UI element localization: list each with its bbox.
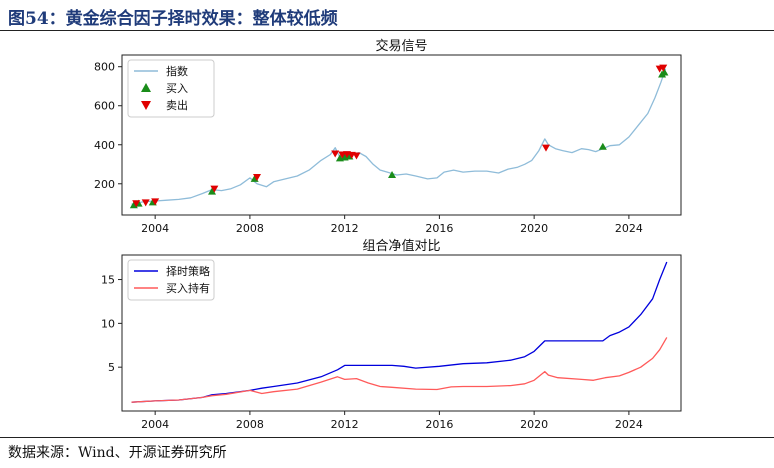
plot-frame — [121, 254, 682, 412]
series-line — [131, 68, 667, 205]
sell-signal-marker — [331, 150, 340, 158]
y-tick-label: 5 — [108, 361, 115, 374]
x-tick-label: 2024 — [615, 222, 643, 235]
legend-sell-swatch — [141, 101, 151, 110]
sell-signal-marker — [253, 173, 262, 181]
y-tick-label: 200 — [94, 178, 115, 191]
buy-signal-marker — [598, 142, 607, 150]
x-tick-label: 2020 — [520, 222, 548, 235]
sell-signal-marker — [541, 144, 550, 152]
x-tick-label: 2004 — [141, 418, 169, 431]
buy-signal-marker — [208, 187, 217, 195]
y-tick-label: 600 — [94, 100, 115, 113]
legend-label: 买入 — [166, 82, 188, 95]
sell-signal-marker — [659, 64, 668, 72]
y-tick-label: 800 — [94, 61, 115, 74]
legend-label: 择时策略 — [166, 264, 210, 278]
plot-frame — [121, 54, 682, 216]
x-tick-label: 2008 — [236, 418, 264, 431]
chart-nav-comparison: 组合净值对比 2004 2008 2012 2016 2020 2024 5 10 15 择时策略买… — [101, 238, 682, 431]
figure-title: 图54：黄金综合因子择时效果：整体较低频 — [8, 9, 338, 29]
chart-trading-signals: 交易信号 2004 2008 2012 2016 2020 2024 200 400 600 800… — [94, 38, 682, 235]
x-tick-label: 2024 — [615, 418, 643, 431]
series-line — [131, 337, 668, 403]
legend-label: 买入持有 — [166, 281, 210, 295]
y-tick-label: 400 — [94, 139, 115, 152]
sell-signal-marker — [132, 200, 141, 208]
sell-signal-marker — [151, 198, 160, 206]
source-note: 数据来源：Wind、开源证券研究所 — [8, 445, 227, 461]
x-tick-label: 2016 — [425, 418, 453, 431]
legend-buy-swatch — [141, 83, 151, 92]
x-tick-label: 2020 — [520, 418, 548, 431]
x-tick-label: 2016 — [425, 222, 453, 235]
legend-box — [127, 259, 215, 301]
sell-signal-marker — [210, 185, 219, 193]
x-tick-label: 2012 — [331, 418, 359, 431]
legend-label: 卖出 — [166, 98, 188, 112]
legend-label: 指数 — [166, 64, 188, 78]
top-rule — [0, 30, 774, 31]
x-tick-label: 2008 — [236, 222, 264, 235]
y-tick-label: 10 — [101, 317, 115, 330]
sell-signal-marker — [352, 152, 361, 160]
chart-title: 组合净值对比 — [362, 238, 440, 254]
x-tick-label: 2004 — [141, 222, 169, 235]
buy-signal-marker — [388, 171, 397, 178]
y-tick-label: 15 — [101, 274, 115, 287]
buy-signal-marker — [660, 68, 669, 76]
chart-title: 交易信号 — [375, 38, 427, 54]
x-tick-label: 2012 — [331, 222, 359, 235]
bottom-rule — [0, 437, 774, 438]
sell-signal-marker — [141, 199, 150, 207]
